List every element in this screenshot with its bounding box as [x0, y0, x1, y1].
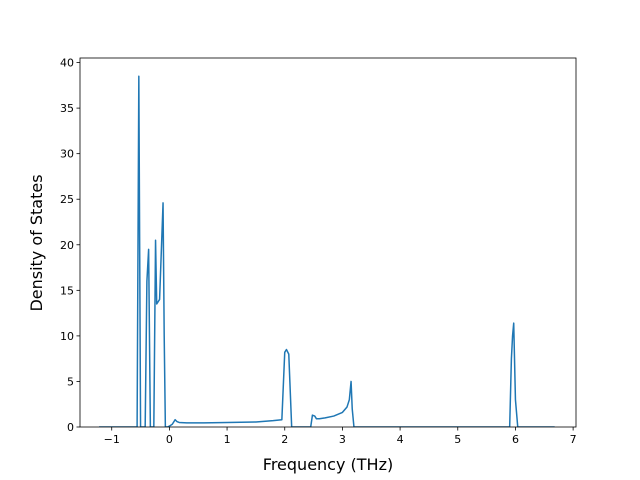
dos-series-line-0 [99, 75, 555, 427]
y-tick-label: 30 [60, 148, 74, 161]
y-tick-label: 25 [60, 193, 74, 206]
y-tick-label: 20 [60, 239, 74, 252]
y-tick-label: 35 [60, 102, 74, 115]
x-tick-label: 2 [281, 433, 288, 446]
axes-frame [79, 57, 577, 428]
x-tick-label: 6 [512, 433, 519, 446]
x-tick-label: 0 [166, 433, 173, 446]
x-tick-label: 1 [224, 433, 231, 446]
x-tick-label: −1 [104, 433, 120, 446]
y-tick-label: 15 [60, 284, 74, 297]
plot-area [79, 57, 577, 428]
y-tick-label: 40 [60, 57, 74, 70]
x-tick-label: 3 [339, 433, 346, 446]
y-tick-label: 0 [67, 421, 74, 434]
y-tick-label: 10 [60, 330, 74, 343]
x-tick-label: 4 [397, 433, 404, 446]
y-tick-label: 5 [67, 375, 74, 388]
x-tick-label: 7 [570, 433, 577, 446]
y-axis-title: Density of States [27, 174, 46, 311]
x-axis-title: Frequency (THz) [263, 455, 393, 474]
x-tick-label: 5 [454, 433, 461, 446]
axis-ticks: −1 0 1 2 3 4 5 6 7 0 5 10 15 20 25 30 35 40 [60, 57, 577, 446]
